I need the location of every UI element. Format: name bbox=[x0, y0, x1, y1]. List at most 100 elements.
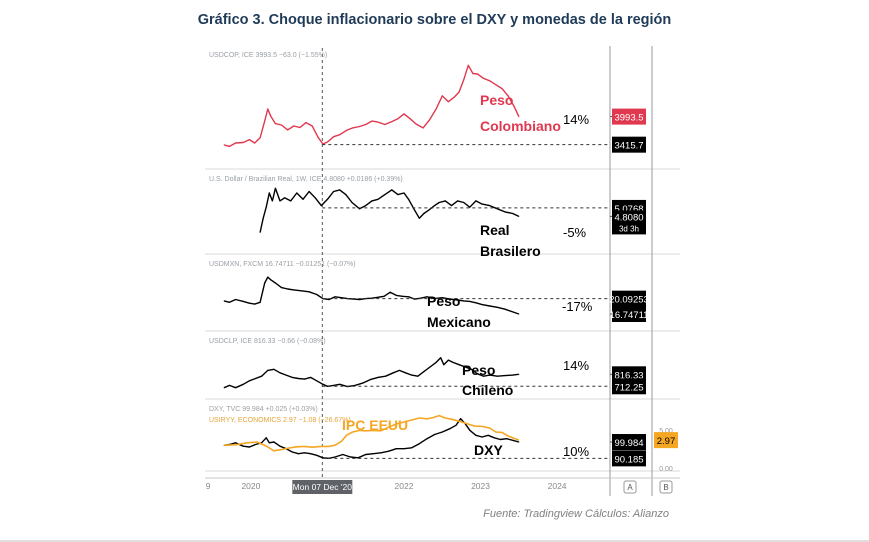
data-point bbox=[333, 136, 335, 138]
data-point bbox=[489, 305, 491, 307]
data-point bbox=[411, 374, 413, 376]
data-point bbox=[259, 137, 261, 139]
data-point bbox=[496, 306, 498, 308]
data-point bbox=[512, 212, 514, 215]
panel-header-2: USDMXN, FXCM 16.74711 −0.01251 (−0.07%) bbox=[209, 261, 356, 268]
data-point bbox=[290, 200, 292, 202]
change-label-4: 10% bbox=[563, 444, 589, 459]
data-point bbox=[403, 448, 405, 450]
ref-value-box-3-bg bbox=[612, 378, 646, 395]
data-point bbox=[339, 383, 341, 385]
data-point bbox=[259, 231, 261, 233]
data-point bbox=[365, 453, 367, 456]
data-point bbox=[475, 434, 477, 436]
series-name-2-line2: Mexicano bbox=[427, 314, 491, 330]
data-point bbox=[501, 88, 503, 90]
last-value-box-4-text: 99.984 bbox=[614, 438, 643, 449]
data-point bbox=[427, 209, 430, 211]
data-point bbox=[408, 198, 410, 200]
source-note: Fuente: Tradingview Cálculos: Alianzo bbox=[483, 508, 669, 520]
data-point bbox=[300, 290, 302, 292]
data-point bbox=[265, 437, 267, 439]
data-point bbox=[264, 282, 266, 284]
data-point bbox=[426, 296, 428, 298]
data-point bbox=[464, 366, 466, 368]
data-point bbox=[403, 192, 405, 194]
data-point bbox=[279, 200, 281, 202]
data-point bbox=[265, 206, 267, 208]
last-value-subtext: 3d 3h bbox=[619, 224, 639, 233]
last-value-box-2: 16.74711 bbox=[610, 305, 648, 322]
data-point bbox=[429, 366, 431, 368]
data-point bbox=[287, 129, 289, 131]
data-point bbox=[395, 294, 397, 296]
scale-a-label-bg bbox=[623, 480, 637, 494]
data-point bbox=[369, 379, 371, 381]
data-point bbox=[470, 368, 472, 370]
data-point bbox=[302, 198, 304, 200]
data-point bbox=[418, 217, 420, 219]
ref-value-box-4-text: 90.185 bbox=[614, 454, 643, 465]
panel-header-3: USDCLP, ICE 816.33 −0.66 (−0.08%) bbox=[209, 338, 326, 345]
data-point bbox=[458, 364, 460, 366]
data-point bbox=[297, 377, 299, 380]
data-point bbox=[235, 298, 237, 301]
data-point bbox=[377, 198, 379, 200]
scale-b-label-bg bbox=[659, 480, 673, 494]
chart-title: Gráfico 3. Choque inflacionario sobre el… bbox=[197, 12, 672, 28]
data-point bbox=[391, 121, 393, 123]
data-point bbox=[380, 452, 382, 454]
data-point bbox=[299, 126, 301, 129]
data-point bbox=[489, 205, 491, 207]
data-point bbox=[354, 384, 356, 386]
data-point bbox=[398, 369, 400, 371]
series-name-1-line2: Brasilero bbox=[480, 243, 541, 259]
change-label-3: 14% bbox=[563, 358, 589, 373]
data-point bbox=[506, 438, 508, 440]
data-point bbox=[481, 304, 483, 306]
data-point bbox=[248, 380, 250, 382]
data-point bbox=[377, 296, 379, 298]
data-point bbox=[483, 375, 485, 377]
data-point bbox=[326, 385, 329, 387]
overlay-name: IPC EEUU bbox=[342, 417, 408, 433]
data-point bbox=[248, 302, 250, 304]
data-point bbox=[513, 106, 515, 108]
data-point bbox=[279, 445, 281, 447]
data-point bbox=[455, 424, 457, 426]
data-point bbox=[449, 428, 451, 430]
data-point bbox=[518, 441, 520, 443]
scale-b-label: B bbox=[659, 480, 673, 494]
change-label-2: -17% bbox=[562, 299, 593, 314]
ref-value-box-4-bg bbox=[612, 450, 646, 467]
data-point bbox=[426, 438, 428, 440]
data-point bbox=[463, 79, 465, 81]
data-point bbox=[274, 187, 276, 189]
data-point bbox=[311, 125, 313, 127]
panel-header-1: U.S. Dollar / Brazilian Real, 1W, ICE 4.… bbox=[209, 176, 403, 183]
data-point bbox=[518, 313, 520, 315]
x-tick-label-5: 2024 bbox=[548, 481, 567, 491]
x-tick-label-3: 2022 bbox=[395, 481, 414, 491]
data-point bbox=[342, 453, 344, 456]
data-point bbox=[383, 295, 385, 297]
data-point bbox=[434, 433, 436, 436]
data-point bbox=[264, 120, 266, 122]
panel-header-0: USDCOP, ICE 3993.5 −63.0 (−1.55%) bbox=[209, 52, 327, 59]
data-point bbox=[512, 311, 514, 313]
last-value-box-bg bbox=[612, 210, 646, 235]
data-point bbox=[414, 209, 416, 211]
ref-value-box-0: 3415.7 bbox=[612, 136, 646, 153]
data-point bbox=[235, 387, 237, 389]
data-point bbox=[293, 125, 295, 127]
data-point bbox=[303, 452, 306, 454]
data-point bbox=[428, 119, 430, 121]
data-point bbox=[504, 375, 506, 377]
data-point bbox=[285, 374, 287, 376]
bottom-divider bbox=[0, 540, 869, 542]
series-line-0 bbox=[223, 64, 520, 148]
data-point bbox=[314, 197, 316, 199]
data-point bbox=[308, 291, 310, 293]
